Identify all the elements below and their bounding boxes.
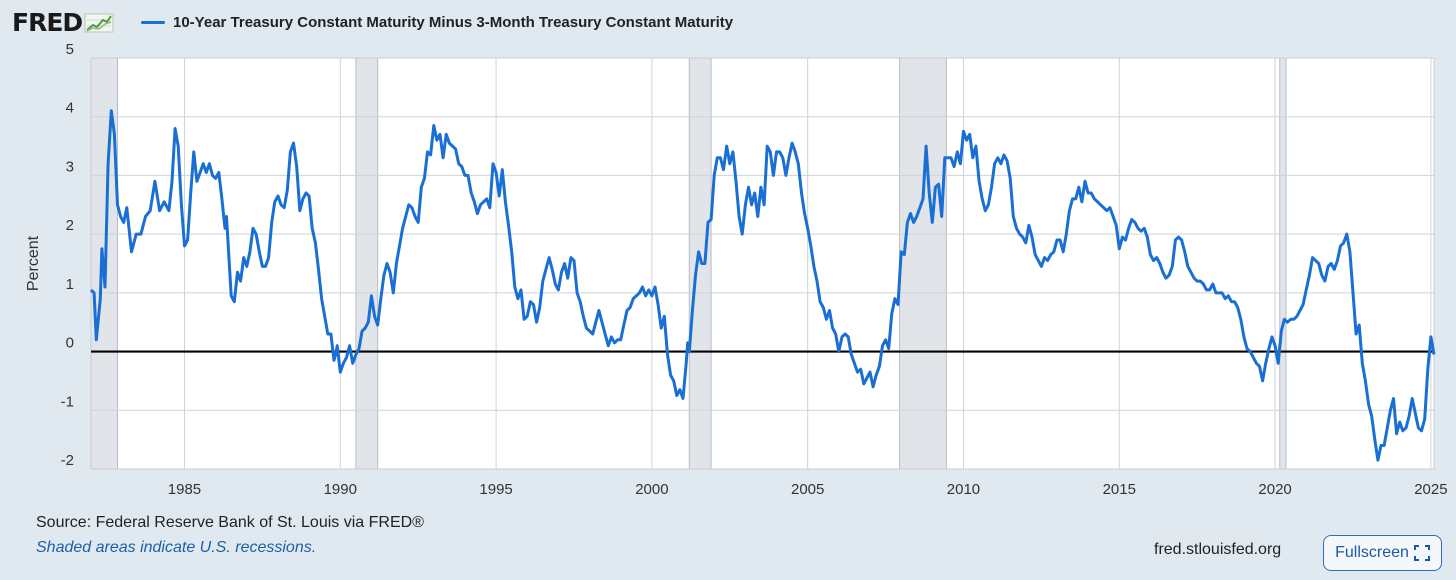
recession-note: Shaded areas indicate U.S. recessions. — [36, 539, 317, 556]
y-axis-label: Percent — [25, 235, 42, 291]
y-tick-label: 2 — [66, 217, 74, 234]
x-tick-label: 1985 — [168, 481, 201, 498]
chart-header: FRED 10-Year Treasury Constant Maturity … — [0, 0, 1456, 50]
x-tick-label: 2005 — [791, 481, 824, 498]
y-tick-label: ‑2 — [61, 452, 74, 469]
expand-icon — [1413, 545, 1430, 561]
recession-band — [899, 57, 947, 470]
y-tick-label: 4 — [66, 100, 74, 117]
x-tick-label: 2000 — [635, 481, 668, 498]
chart-svg: ‑2 ‑1 0 1 2 3 4 5 1985 1990 1995 2000 2005 2010 2015 20… — [25, 41, 1448, 498]
legend-swatch — [141, 21, 165, 24]
x-tick-label: 1990 — [324, 481, 357, 498]
fullscreen-label: Fullscreen — [1335, 544, 1409, 561]
y-tick-label: ‑1 — [61, 393, 74, 410]
plot-area — [91, 58, 1434, 469]
line-chart-icon — [84, 13, 114, 32]
fred-logo-text: FRED — [12, 8, 83, 37]
y-tick-label: 5 — [66, 41, 74, 58]
recession-band — [1279, 57, 1287, 470]
x-tick-label: 2010 — [947, 481, 980, 498]
legend: 10-Year Treasury Constant Maturity Minus… — [141, 14, 733, 31]
x-tick-label: 2020 — [1258, 481, 1291, 498]
recession-band — [355, 57, 379, 470]
x-tick-label: 1995 — [479, 481, 512, 498]
y-tick-label: 3 — [66, 158, 74, 175]
x-tick-label: 2025 — [1414, 481, 1447, 498]
y-tick-label: 1 — [66, 276, 74, 293]
series-line — [89, 109, 1436, 462]
legend-label: 10-Year Treasury Constant Maturity Minus… — [173, 14, 734, 31]
fred-logo[interactable]: FRED — [12, 8, 114, 37]
source-text: Source: Federal Reserve Bank of St. Loui… — [36, 514, 424, 531]
plot-border — [90, 57, 1435, 470]
site-url[interactable]: fred.stlouisfed.org — [1154, 541, 1282, 558]
fullscreen-button[interactable]: Fullscreen — [1323, 535, 1442, 571]
x-tick-label: 2015 — [1103, 481, 1136, 498]
y-tick-label: 0 — [66, 335, 74, 352]
